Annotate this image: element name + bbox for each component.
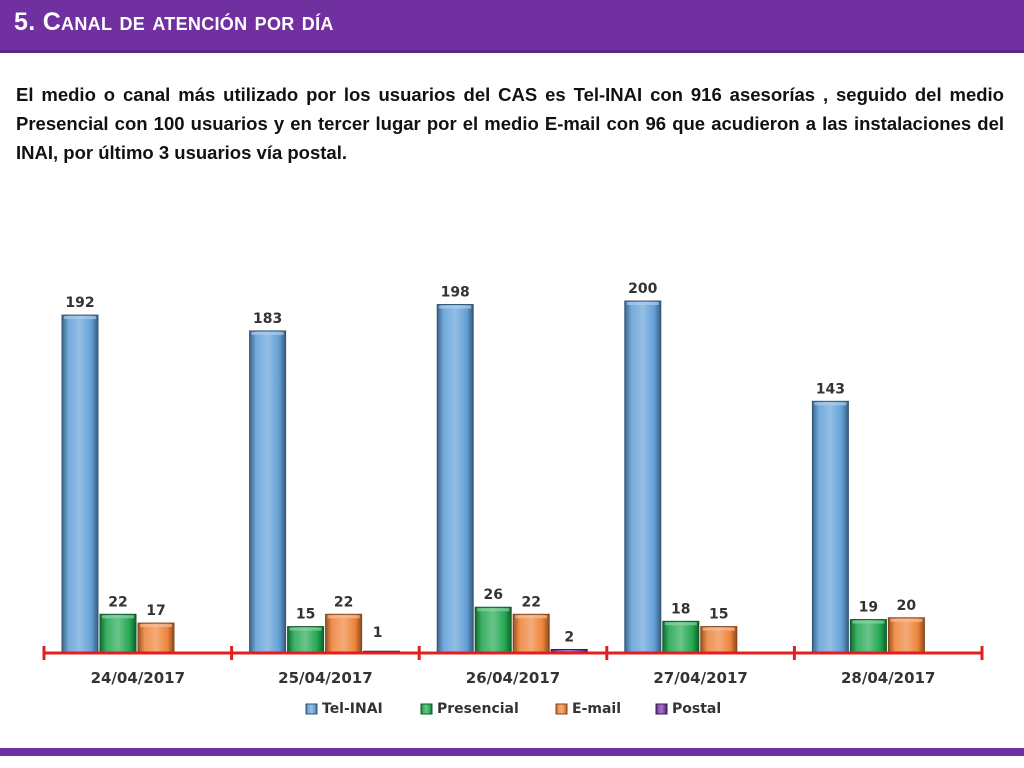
legend: Tel-INAI Presencial E-mail Postal: [305, 701, 721, 717]
bar-chart: 192221724/04/20171831522125/04/201719826…: [42, 281, 984, 717]
data-label-e-mail-1: 17: [146, 603, 165, 619]
bars-layer: [61, 300, 925, 654]
bar-cap-e-mail-4: [702, 627, 735, 631]
bar-e-mail-5: [887, 617, 925, 654]
footer-bar: [0, 748, 1024, 756]
x-tick-label-2: 25/04/2017: [278, 669, 372, 687]
data-label-e-mail-2: 22: [334, 594, 353, 610]
bar-cap-e-mail-1: [140, 624, 172, 628]
bar-tel-inai-2: [249, 330, 287, 654]
bar-cap-tel-inai-5: [814, 402, 847, 406]
x-tick-label-4: 27/04/2017: [653, 669, 747, 687]
bar-presencial-3: [474, 606, 512, 654]
bar-tel-inai-3: [436, 304, 474, 654]
x-axis: [42, 646, 984, 660]
bar-tel-inai-5: [811, 400, 849, 654]
x-tick-label-3: 26/04/2017: [466, 669, 560, 687]
legend-label-tel-inai: Tel-INAI: [322, 701, 383, 717]
legend-swatch-e-mail: [555, 703, 568, 715]
header-bar: 5. Canal de atención por día: [0, 0, 1024, 53]
data-label-e-mail-3: 22: [521, 594, 540, 610]
bar-tel-inai-1: [61, 314, 99, 654]
data-label-presencial-1: 22: [108, 594, 127, 610]
bar-presencial-1: [99, 613, 137, 654]
data-label-tel-inai-1: 192: [65, 295, 94, 311]
bar-presencial-5: [849, 619, 887, 654]
bar-e-mail-3: [512, 613, 550, 654]
bar-cap-e-mail-5: [890, 618, 923, 622]
data-label-presencial-2: 15: [296, 607, 315, 623]
bar-cap-tel-inai-1: [64, 316, 96, 320]
bar-cap-presencial-2: [289, 627, 322, 631]
bar-cap-presencial-3: [477, 608, 510, 612]
data-label-tel-inai-3: 198: [441, 285, 470, 301]
bar-tel-inai-4: [624, 300, 662, 654]
legend-label-presencial: Presencial: [437, 701, 519, 717]
x-tick-label-1: 24/04/2017: [91, 669, 185, 687]
slide-title: 5. Canal de atención por día: [14, 8, 334, 36]
legend-label-postal: Postal: [672, 701, 721, 717]
x-tick-label-5: 28/04/2017: [841, 669, 935, 687]
data-label-presencial-4: 18: [671, 601, 690, 617]
bar-e-mail-4: [700, 626, 738, 654]
labels-layer: 192221724/04/20171831522125/04/201719826…: [65, 281, 935, 687]
data-label-tel-inai-5: 143: [816, 381, 845, 397]
bar-cap-e-mail-2: [327, 615, 360, 619]
data-label-postal-3: 2: [564, 629, 574, 645]
data-label-presencial-3: 26: [483, 587, 502, 603]
bar-e-mail-1: [137, 622, 175, 654]
legend-swatch-tel-inai: [305, 703, 318, 715]
data-label-tel-inai-4: 200: [628, 281, 657, 297]
bar-cap-presencial-5: [852, 620, 885, 624]
bar-cap-tel-inai-4: [626, 302, 659, 305]
legend-swatch-postal: [655, 703, 668, 715]
data-label-postal-2: 1: [373, 625, 383, 641]
data-label-presencial-5: 19: [859, 600, 878, 616]
bar-cap-presencial-4: [664, 622, 697, 626]
bar-e-mail-2: [325, 613, 363, 654]
body-paragraph: El medio o canal más utilizado por los u…: [16, 84, 1004, 163]
legend-label-e-mail: E-mail: [572, 701, 621, 717]
data-label-e-mail-5: 20: [897, 598, 917, 614]
bar-cap-presencial-1: [102, 615, 134, 619]
bar-cap-e-mail-3: [515, 615, 548, 619]
data-label-e-mail-4: 15: [709, 607, 728, 623]
bar-cap-tel-inai-3: [439, 305, 472, 309]
bar-cap-tel-inai-2: [251, 331, 284, 335]
legend-swatch-presencial: [420, 703, 433, 715]
bar-presencial-4: [662, 620, 700, 654]
data-label-tel-inai-2: 183: [253, 311, 282, 327]
